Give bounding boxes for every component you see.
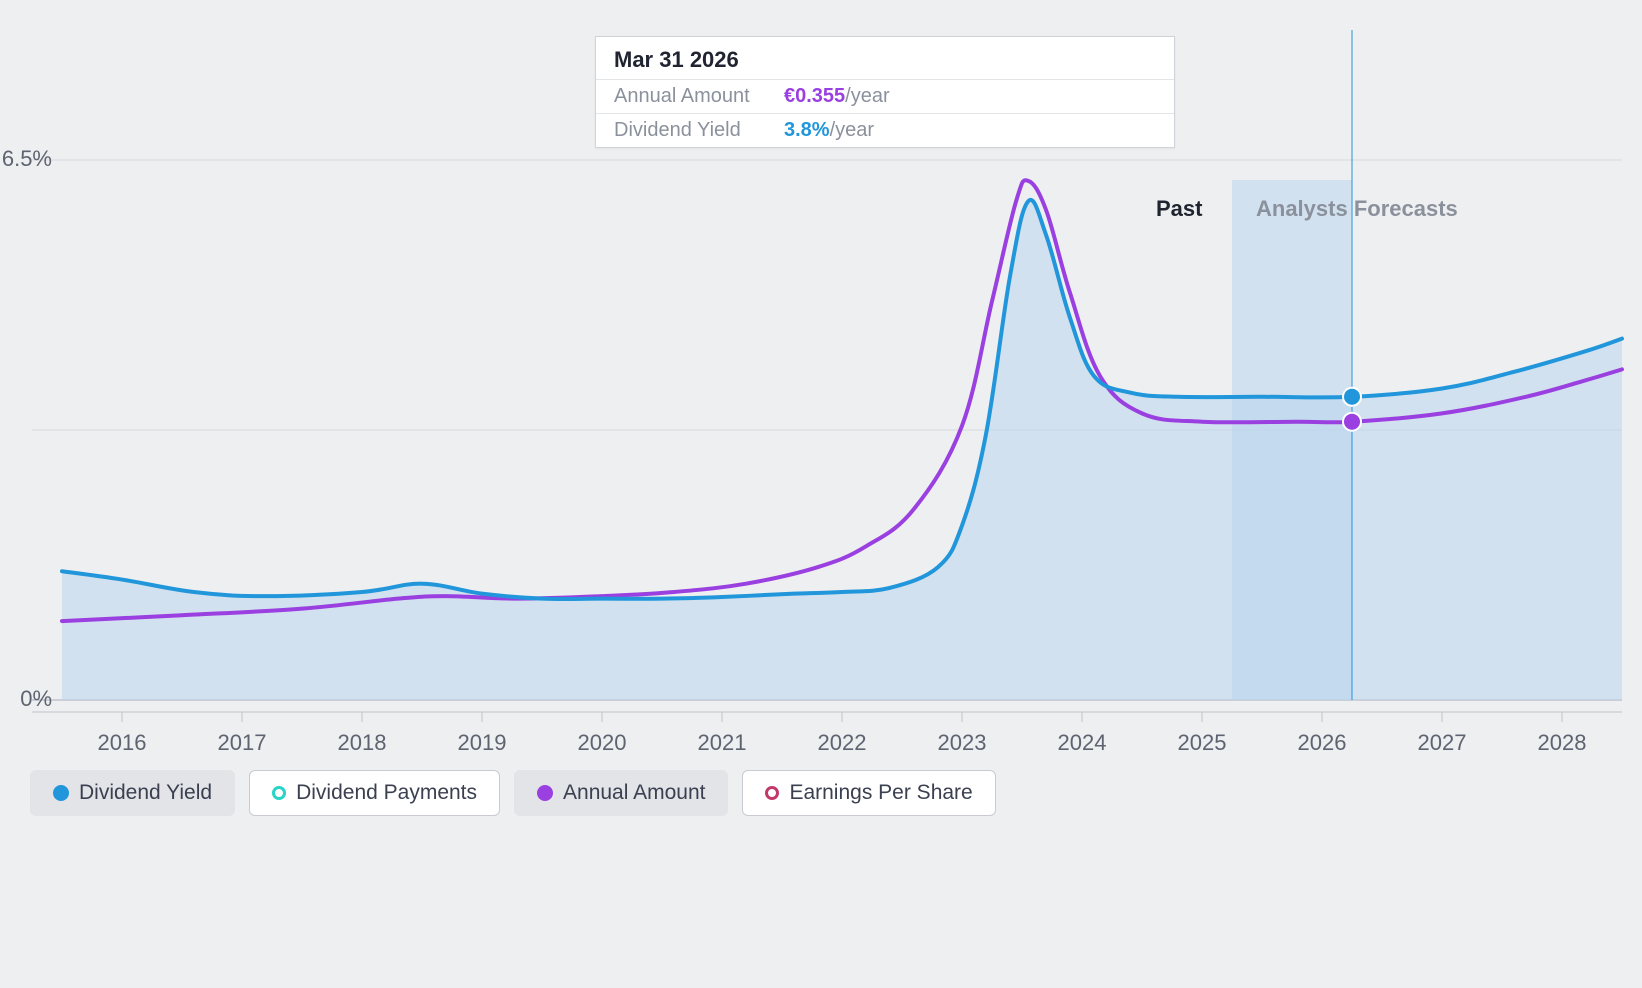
x-axis-tick-label: 2020 [578, 730, 627, 756]
chart-container: 6.5% 0% 2016 2017 2018 2019 2020 2021 2022 2023… [0, 0, 1642, 988]
legend-label: Annual Amount [563, 781, 705, 805]
x-axis-tick-label: 2026 [1298, 730, 1347, 756]
legend-toggle[interactable]: Earnings Per Share [742, 770, 995, 816]
x-axis-tick-label: 2027 [1418, 730, 1467, 756]
forecast-region-label: Analysts Forecasts [1256, 196, 1458, 222]
legend-label: Earnings Per Share [789, 781, 972, 805]
legend-swatch-icon [53, 785, 69, 801]
x-axis-tick-label: 2016 [98, 730, 147, 756]
past-region-label: Past [1156, 196, 1202, 222]
x-axis-tick-label: 2025 [1178, 730, 1227, 756]
chart-legend: Dividend Yield Dividend Payments Annual Am… [30, 770, 996, 816]
x-axis-tick-label: 2023 [938, 730, 987, 756]
tooltip-row: Dividend Yield3.8%/year [596, 113, 1174, 147]
line-chart [0, 0, 1642, 988]
y-axis-label-top: 6.5% [0, 146, 52, 172]
x-axis-tick-label: 2028 [1538, 730, 1587, 756]
legend-swatch-icon [537, 785, 553, 801]
legend-toggle[interactable]: Dividend Yield [30, 770, 235, 816]
tooltip-row-label: Annual Amount [614, 85, 784, 108]
tooltip-title: Mar 31 2026 [596, 47, 1174, 79]
x-axis-tick-label: 2022 [818, 730, 867, 756]
tooltip-row-value: 3.8%/year [784, 119, 874, 142]
y-axis-label-zero: 0% [0, 686, 52, 712]
tooltip-row: Annual Amount€0.355/year [596, 79, 1174, 113]
legend-swatch-icon [272, 786, 286, 800]
tooltip-row-label: Dividend Yield [614, 119, 784, 142]
x-axis-tick-label: 2017 [218, 730, 267, 756]
x-axis-tick-label: 2018 [338, 730, 387, 756]
chart-tooltip: Mar 31 2026 Annual Amount€0.355/yearDivi… [595, 36, 1175, 148]
legend-label: Dividend Payments [296, 781, 477, 805]
tooltip-row-value: €0.355/year [784, 85, 890, 108]
x-axis-tick-label: 2024 [1058, 730, 1107, 756]
x-axis-tick-label: 2021 [698, 730, 747, 756]
legend-toggle[interactable]: Annual Amount [514, 770, 728, 816]
x-axis-tick-label: 2019 [458, 730, 507, 756]
legend-label: Dividend Yield [79, 781, 212, 805]
legend-toggle[interactable]: Dividend Payments [249, 770, 500, 816]
legend-swatch-icon [765, 786, 779, 800]
